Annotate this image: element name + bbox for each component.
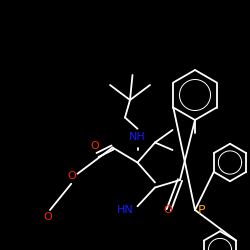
Text: HN: HN xyxy=(116,205,134,215)
Text: O: O xyxy=(90,141,100,151)
Text: P: P xyxy=(198,204,205,216)
Text: O: O xyxy=(67,171,76,181)
Text: O: O xyxy=(43,212,52,222)
Text: NH: NH xyxy=(129,132,146,142)
Text: O: O xyxy=(163,205,172,215)
